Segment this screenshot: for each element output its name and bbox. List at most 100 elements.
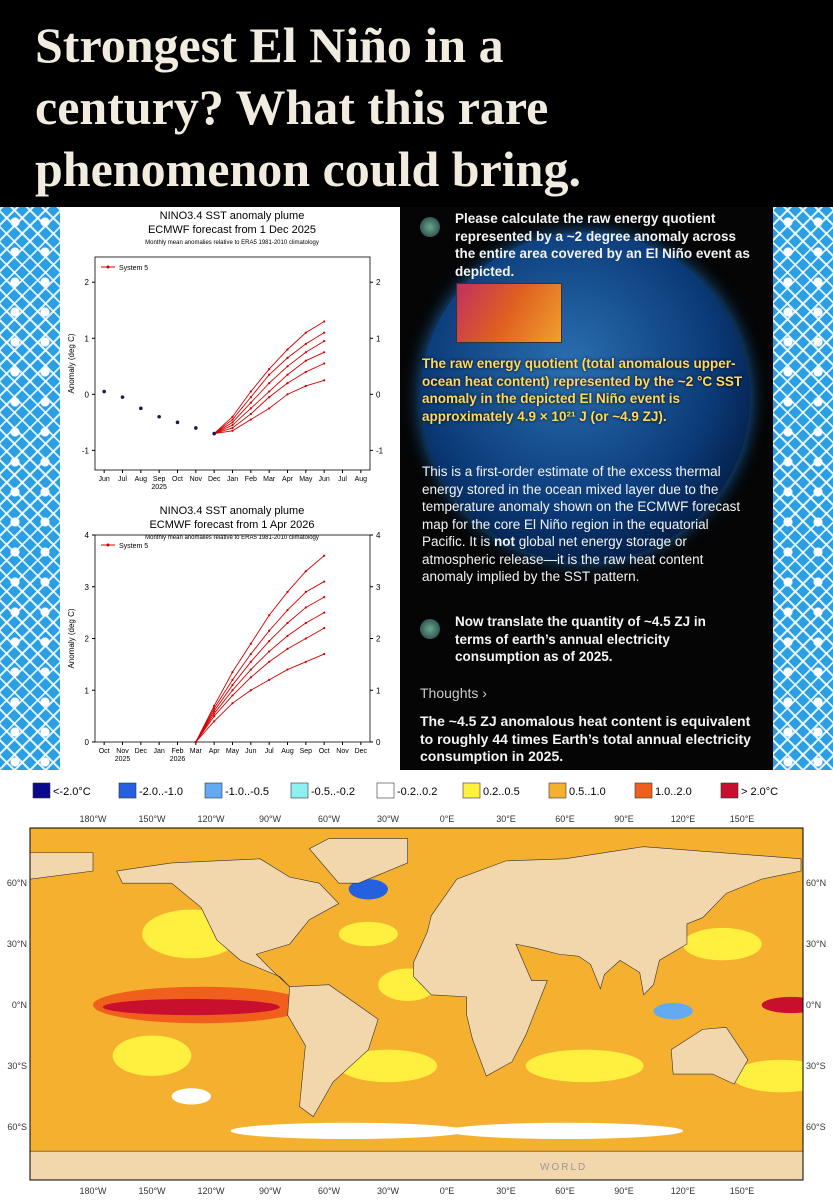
ensemble-point: [249, 652, 252, 656]
ensemble-line: [195, 581, 325, 743]
x-tick-label: Oct: [319, 748, 330, 755]
response-text: The raw energy quotient (total anomalous…: [422, 356, 743, 424]
ensemble-point: [249, 668, 252, 671]
ensemble-point: [304, 331, 307, 334]
legend-swatch: [118, 782, 137, 799]
x-tick-label: Feb: [171, 748, 183, 755]
y-axis-label: Anomaly (deg C): [67, 608, 76, 668]
ensemble-point: [286, 608, 289, 612]
legend-marker: [106, 543, 110, 547]
ensemble-point: [249, 642, 252, 645]
land: [287, 984, 379, 1118]
lat-label: 60°S: [806, 1122, 826, 1132]
x-tick-label: Jun: [245, 748, 256, 755]
observed-point: [139, 406, 143, 411]
lon-label: 120°W: [197, 814, 225, 824]
y-tick-label: -1: [376, 446, 384, 455]
x-tick-label: Jan: [227, 476, 238, 483]
ensemble-point: [231, 415, 234, 418]
response-text: The ~4.5 ZJ anomalous heat content is eq…: [420, 713, 751, 764]
lat-label: 30°S: [7, 1061, 27, 1071]
chart-title: NINO3.4 SST anomaly plume: [160, 210, 305, 222]
y-tick-label: 0: [376, 390, 381, 399]
ensemble-point: [286, 668, 289, 671]
plot-frame: [94, 534, 371, 743]
lon-label: 90°E: [614, 1186, 634, 1196]
x-tick-label: Jul: [118, 476, 127, 483]
x-tick-label: Dec: [355, 748, 368, 755]
x-tick-label: Nov: [116, 748, 129, 755]
legend-swatch: [32, 782, 51, 799]
anomaly-patch: [683, 927, 762, 961]
ensemble-point: [323, 627, 326, 630]
x-tick-label: Jan: [154, 748, 165, 755]
ensemble-point: [323, 652, 326, 656]
ensemble-point: [323, 554, 326, 557]
anomaly-patch: [447, 1122, 683, 1139]
ensemble-point: [323, 362, 326, 365]
ensemble-point: [268, 368, 271, 371]
legend-swatch: [720, 782, 739, 799]
thoughts-toggle[interactable]: Thoughts ›: [420, 685, 487, 701]
ensemble-point: [213, 720, 216, 723]
land: [308, 838, 408, 884]
legend-swatch: [634, 782, 653, 799]
lat-label: 60°N: [7, 878, 27, 888]
ensemble-point: [323, 596, 326, 599]
map-area: [30, 828, 803, 1180]
plume-chart: NINO3.4 SST anomaly plume ECMWF forecast …: [60, 502, 400, 770]
legend-swatch: [548, 782, 567, 799]
lon-label: 120°E: [671, 814, 696, 824]
anomaly-patch: [732, 1059, 803, 1093]
x-tick-label: Sep: [153, 476, 166, 483]
land: [413, 846, 802, 1077]
ensemble-point: [249, 412, 252, 416]
ensemble-point: [249, 390, 252, 393]
ensemble-point: [231, 694, 234, 697]
y-tick-label: 4: [376, 531, 381, 540]
plume-chart: NINO3.4 SST anomaly plume ECMWF forecast …: [60, 207, 400, 502]
text: This is a first-order estimate of the ex…: [422, 464, 741, 549]
legend-label: -0.2..0.2: [397, 786, 437, 798]
ensemble-point: [249, 407, 252, 410]
ensemble-point: [268, 660, 271, 663]
ensemble-point: [213, 709, 216, 713]
lon-label: 60°E: [555, 1186, 575, 1196]
anomaly-patch: [338, 921, 398, 947]
ensemble-point: [268, 629, 271, 632]
avatar: [420, 619, 440, 639]
y-tick-label: 1: [376, 334, 381, 343]
ensemble-point: [249, 689, 252, 692]
ensemble-point: [323, 339, 326, 343]
ensemble-point: [194, 740, 197, 744]
ensemble-point: [304, 621, 307, 625]
x-tick-label: Dec: [135, 748, 148, 755]
ensemble-point: [286, 356, 289, 359]
ensemble-point: [268, 390, 271, 393]
text: not: [494, 534, 516, 549]
ensemble-line: [195, 627, 325, 743]
x-tick-label: May: [226, 748, 240, 755]
lon-label: 90°W: [259, 814, 282, 824]
chat-panel: Please calculate the raw energy quotient…: [400, 207, 773, 770]
ensemble-point: [286, 590, 289, 594]
map-frame: [29, 827, 804, 1181]
lon-label: 0°E: [440, 1186, 455, 1196]
lon-label: 180°W: [79, 814, 107, 824]
x-tick-label: Mar: [190, 748, 203, 755]
x-tick-label: Aug: [355, 476, 368, 483]
legend-marker: [106, 265, 110, 269]
x-year-label: 2026: [170, 756, 186, 763]
lon-label: 90°W: [259, 1186, 282, 1196]
decorative-border: [773, 207, 833, 770]
ensemble-point: [323, 331, 326, 334]
lat-label: 60°S: [7, 1122, 27, 1132]
lat-label: 30°N: [7, 939, 27, 949]
anomaly-patch: [761, 996, 803, 1014]
y-tick-label: 2: [85, 278, 90, 287]
plot-frame: [94, 256, 371, 471]
lon-label: 120°E: [671, 1186, 696, 1196]
lon-label: 30°E: [496, 1186, 516, 1196]
lon-label: 30°E: [496, 814, 516, 824]
ensemble-point: [231, 683, 234, 687]
